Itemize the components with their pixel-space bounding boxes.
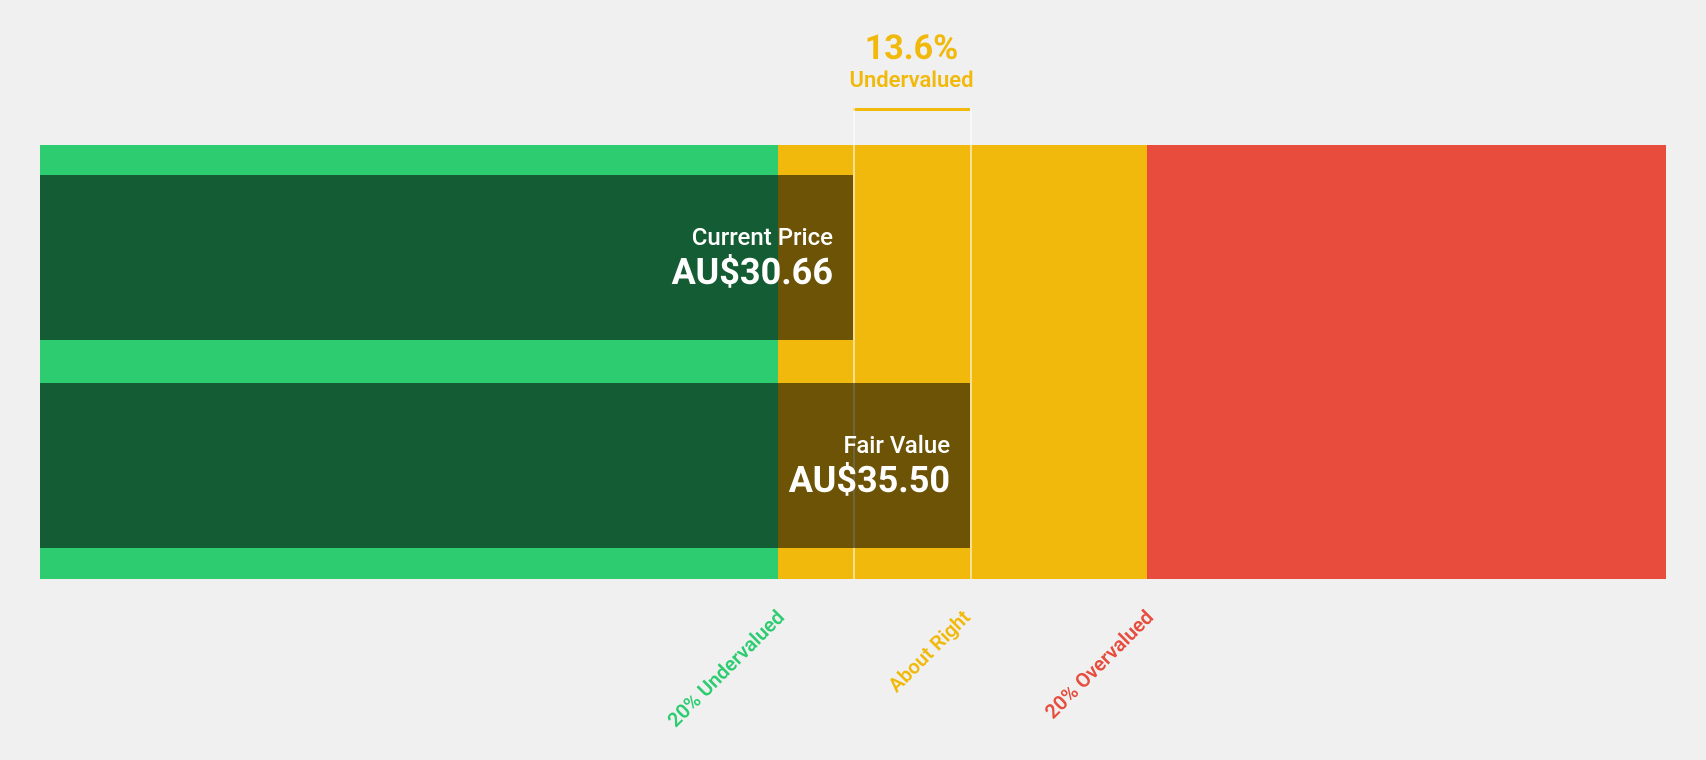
callout-underline: [853, 108, 970, 111]
callout-percent: 13.6%: [850, 28, 974, 68]
current-price-bar: Current PriceAU$30.66: [40, 175, 853, 340]
fair-value-value: AU$35.50: [789, 459, 950, 501]
fair-value-label: Fair Value: [789, 431, 950, 459]
zone-overvalued: [1147, 145, 1666, 579]
axis-label: About Right: [883, 605, 975, 697]
axis-label: 20% Overvalued: [1040, 605, 1158, 723]
current-price-label: Current Price: [672, 223, 833, 251]
axis-label: 20% Undervalued: [662, 605, 789, 732]
fair-value-bar: Fair ValueAU$35.50: [40, 383, 970, 548]
divider-line: [970, 108, 972, 579]
current-price-value: AU$30.66: [672, 251, 833, 293]
valuation-callout: 13.6%Undervalued: [850, 28, 974, 93]
callout-label: Undervalued: [850, 68, 974, 93]
